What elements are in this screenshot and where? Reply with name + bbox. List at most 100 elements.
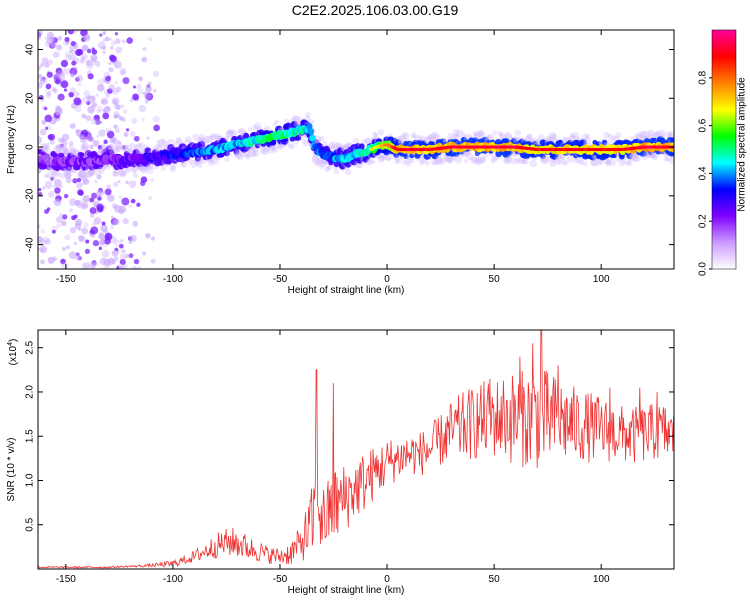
halo-cell: [561, 136, 567, 142]
noise-cell: [129, 98, 134, 102]
halo-cell: [431, 131, 439, 140]
halo-cell: [67, 165, 75, 173]
noise-cell: [84, 248, 91, 254]
noise-cell: [119, 258, 126, 266]
halo-cell: [576, 157, 583, 164]
halo-cell: [327, 142, 335, 150]
spectrogram-ytick-label: -20: [25, 188, 36, 203]
halo-cell: [301, 138, 307, 144]
halo-cell: [50, 171, 56, 177]
halo-cell: [524, 135, 531, 143]
halo-cell: [184, 138, 189, 144]
noise-cell: [113, 124, 118, 129]
noise-cell: [107, 194, 115, 202]
noise-cell: [97, 41, 106, 50]
noise-cell: [38, 65, 42, 71]
halo-cell: [443, 154, 451, 162]
halo-cell: [598, 160, 603, 165]
noise-cell: [101, 97, 109, 106]
colorbar-tick-label: 0.6: [698, 118, 709, 132]
noise-cell: [99, 33, 103, 37]
noise-cell: [86, 48, 92, 54]
halo-cell: [492, 155, 498, 161]
halo-cell: [548, 134, 557, 142]
halo-cell: [130, 142, 135, 148]
halo-cell: [43, 145, 48, 150]
noise-cell: [85, 60, 91, 66]
noise-cell: [88, 95, 96, 104]
noise-cell: [75, 129, 80, 134]
noise-cell: [68, 91, 75, 98]
halo-cell: [247, 149, 256, 158]
halo-cell: [251, 151, 257, 158]
spectrogram-ytick-label: 0: [25, 144, 36, 150]
halo-cell: [498, 131, 503, 136]
halo-cell: [507, 155, 513, 160]
noise-cell: [150, 258, 156, 264]
halo-cell: [134, 144, 143, 152]
halo-cell: [311, 156, 320, 165]
halo-cell: [196, 156, 204, 164]
noise-cell: [111, 249, 119, 257]
snr-panel: -150 -100 -50 0 50 100 0.5 1.0 1.5 2.0 2.5 Height o…: [6, 329, 675, 596]
halo-cell: [252, 149, 260, 157]
spectrogram-xtick-label: 0: [384, 274, 390, 285]
halo-cell: [363, 137, 372, 145]
halo-cell: [208, 159, 215, 167]
halo-cell: [160, 165, 166, 171]
noise-cell: [39, 247, 45, 253]
halo-cell: [169, 165, 177, 173]
noise-cell: [110, 225, 114, 230]
noise-cell: [113, 99, 118, 104]
halo-cell: [438, 158, 444, 164]
noise-cell: [96, 134, 100, 139]
noise-cell: [76, 182, 83, 189]
halo-cell: [466, 152, 474, 161]
halo-cell: [395, 158, 402, 165]
halo-cell: [53, 145, 62, 154]
noise-cell: [114, 38, 121, 45]
halo-cell: [626, 160, 633, 166]
noise-cell: [51, 229, 56, 234]
halo-cell: [557, 154, 563, 160]
halo-cell: [647, 129, 655, 137]
band-cell: [403, 153, 409, 160]
spectrogram-panel: -150 -100 -50 0 50 100 -40 -20 0 20 40 Height of st…: [6, 29, 675, 296]
halo-cell: [318, 164, 324, 170]
noise-cell: [138, 76, 143, 82]
noise-cell: [59, 213, 64, 218]
noise-cell: [121, 197, 130, 206]
noise-cell: [100, 224, 108, 232]
noise-cell: [106, 184, 112, 190]
halo-cell: [562, 161, 567, 166]
colorbar-tick-label: 0.0: [698, 262, 709, 276]
halo-cell: [401, 132, 408, 139]
halo-cell: [119, 170, 127, 178]
halo-cell: [55, 144, 60, 149]
noise-cell: [85, 115, 92, 122]
halo-cell: [331, 143, 339, 151]
noise-cell: [117, 180, 121, 184]
noise-cell: [60, 220, 67, 227]
noise-cell: [111, 136, 117, 142]
halo-cell: [124, 145, 129, 150]
halo-cell: [473, 132, 482, 140]
halo-cell: [109, 148, 118, 156]
halo-cell: [631, 154, 640, 163]
noise-cell: [132, 93, 139, 101]
noise-cell: [107, 143, 113, 150]
halo-cell: [293, 139, 299, 145]
halo-cell: [377, 156, 385, 163]
halo-cell: [224, 135, 230, 140]
halo-cell: [516, 158, 523, 165]
noise-cell: [90, 226, 99, 235]
noise-cell: [86, 59, 94, 67]
noise-cell: [141, 56, 148, 63]
noise-cell: [109, 137, 116, 144]
noise-cell: [62, 214, 68, 220]
noise-cell: [95, 93, 99, 97]
noise-cell: [55, 67, 63, 75]
noise-cell: [122, 77, 130, 85]
noise-cell: [115, 86, 122, 93]
